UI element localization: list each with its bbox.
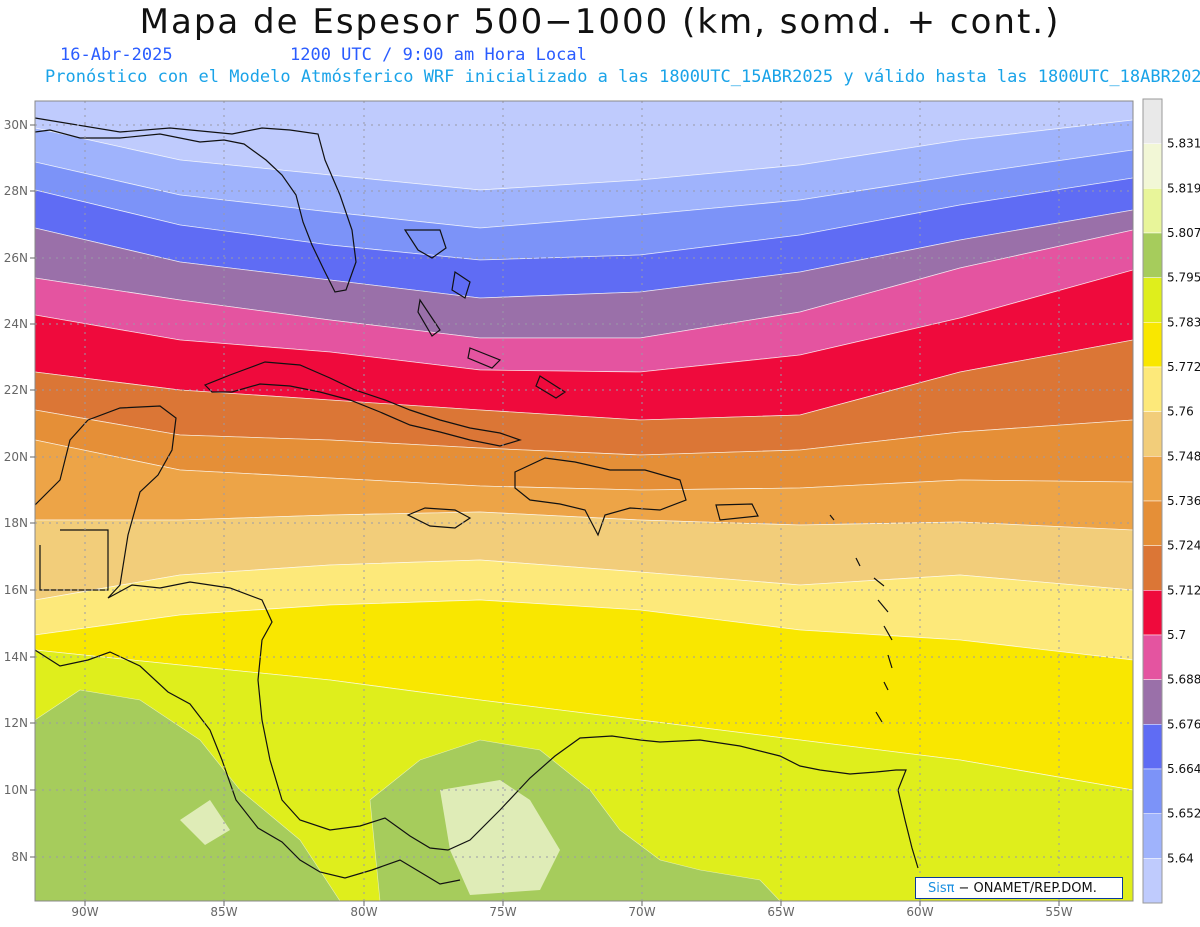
lat-tick-label: 8N [11, 850, 28, 864]
map-title: Mapa de Espesor 500−1000 (km, somd. + co… [139, 2, 1061, 42]
colorbar-swatch [1142, 500, 1163, 546]
lon-tick-label: 60W [906, 905, 933, 919]
colorbar-swatch [1142, 858, 1163, 904]
lat-tick-label: 24N [4, 317, 28, 331]
lat-tick-label: 20N [4, 450, 28, 464]
thickness-band [440, 780, 560, 895]
coastline-jamaica [406, 507, 472, 529]
logo-org: − ONAMET/REP.DOM. [958, 880, 1097, 896]
lon-tick-label: 70W [628, 905, 655, 919]
colorbar-level-label: 5.819 [1167, 181, 1200, 195]
colorbar-swatch [1142, 768, 1163, 814]
colorbar-swatch [1142, 813, 1163, 859]
lon-tick-label: 90W [71, 905, 98, 919]
colorbar-swatch [1142, 545, 1163, 591]
colorbar-swatch [1142, 634, 1163, 680]
coastline-central-america [35, 405, 919, 869]
colorbar-swatch [1142, 456, 1163, 502]
colorbar-level-label: 5.807 [1167, 226, 1200, 240]
colorbar-swatch [1142, 411, 1163, 457]
colorbar-level-label: 5.783 [1167, 315, 1200, 329]
coastline-bahamas [403, 229, 567, 399]
colorbar-level-label: 5.64 [1167, 851, 1194, 865]
colorbar-level-label: 5.736 [1167, 494, 1200, 508]
colorbar-swatch [1142, 724, 1163, 770]
colorbar-level-label: 5.831 [1167, 137, 1200, 151]
coastlines [35, 117, 919, 885]
colorbar-level-label: 5.724 [1167, 539, 1200, 553]
coastline-hispaniola [514, 457, 687, 537]
colorbar-level-label: 5.652 [1167, 807, 1200, 821]
latitude-labels: 30N 28N 26N 24N 22N 20N 18N 16N 14N 12N 10N 8N [4, 118, 35, 864]
colorbar-swatch [1142, 188, 1163, 234]
colorbar: 5.831 5.819 5.807 5.795 5.783 5.772 5.76 5.748 5… [1142, 98, 1200, 904]
lat-tick-label: 30N [4, 118, 28, 132]
colorbar-level-label: 5.76 [1167, 405, 1194, 419]
colorbar-level-label: 5.795 [1167, 271, 1200, 285]
coastline-cuba [203, 361, 522, 447]
lon-tick-label: 65W [767, 905, 794, 919]
lon-tick-label: 75W [489, 905, 516, 919]
lon-tick-label: 85W [210, 905, 237, 919]
colorbar-swatch [1142, 322, 1163, 368]
colorbar-swatch [1142, 98, 1163, 144]
coastline-florida [35, 117, 357, 293]
lat-tick-label: 12N [4, 716, 28, 730]
coastline-pacific [35, 649, 461, 885]
colorbar-level-label: 5.676 [1167, 717, 1200, 731]
colorbar-swatch [1142, 366, 1163, 412]
lat-tick-label: 28N [4, 184, 28, 198]
thickness-bands [35, 101, 1133, 901]
colorbar-swatch [1142, 277, 1163, 323]
colorbar-level-label: 5.664 [1167, 762, 1200, 776]
lat-tick-label: 14N [4, 650, 28, 664]
lat-tick-label: 26N [4, 251, 28, 265]
thickness-band [35, 649, 1133, 901]
colorbar-level-label: 5.772 [1167, 360, 1200, 374]
lon-tick-label: 80W [350, 905, 377, 919]
colorbar-swatch [1142, 232, 1163, 278]
lat-tick-label: 16N [4, 583, 28, 597]
colorbar-level-label: 5.7 [1167, 628, 1186, 642]
colorbar-swatch [1142, 590, 1163, 636]
colorbar-level-label: 5.748 [1167, 449, 1200, 463]
lat-tick-label: 10N [4, 783, 28, 797]
logo-brand: Sisπ [928, 880, 955, 896]
model-info: Pronóstico con el Modelo Atmósferico WRF… [45, 67, 1200, 87]
lat-tick-label: 18N [4, 516, 28, 530]
onamet-logo: Sisπ − ONAMET/REP.DOM. [915, 877, 1123, 899]
coastline-lesser-antilles [829, 514, 893, 723]
longitude-labels: 90W 85W 80W 75W 70W 65W 60W 55W [71, 901, 1073, 919]
lat-tick-label: 22N [4, 383, 28, 397]
forecast-date: 16-Abr-2025 [60, 45, 173, 65]
forecast-time: 1200 UTC / 9:00 am Hora Local [290, 45, 587, 65]
map-frame [34, 100, 1134, 902]
border-mexico [39, 529, 109, 591]
thickness-band [180, 800, 230, 845]
colorbar-level-label: 5.688 [1167, 673, 1200, 687]
colorbar-swatch [1142, 143, 1163, 189]
lon-tick-label: 55W [1045, 905, 1072, 919]
colorbar-level-label: 5.712 [1167, 583, 1200, 597]
colorbar-swatch [1142, 679, 1163, 725]
coastline-puerto-rico [715, 503, 759, 521]
graticule [35, 101, 1133, 901]
